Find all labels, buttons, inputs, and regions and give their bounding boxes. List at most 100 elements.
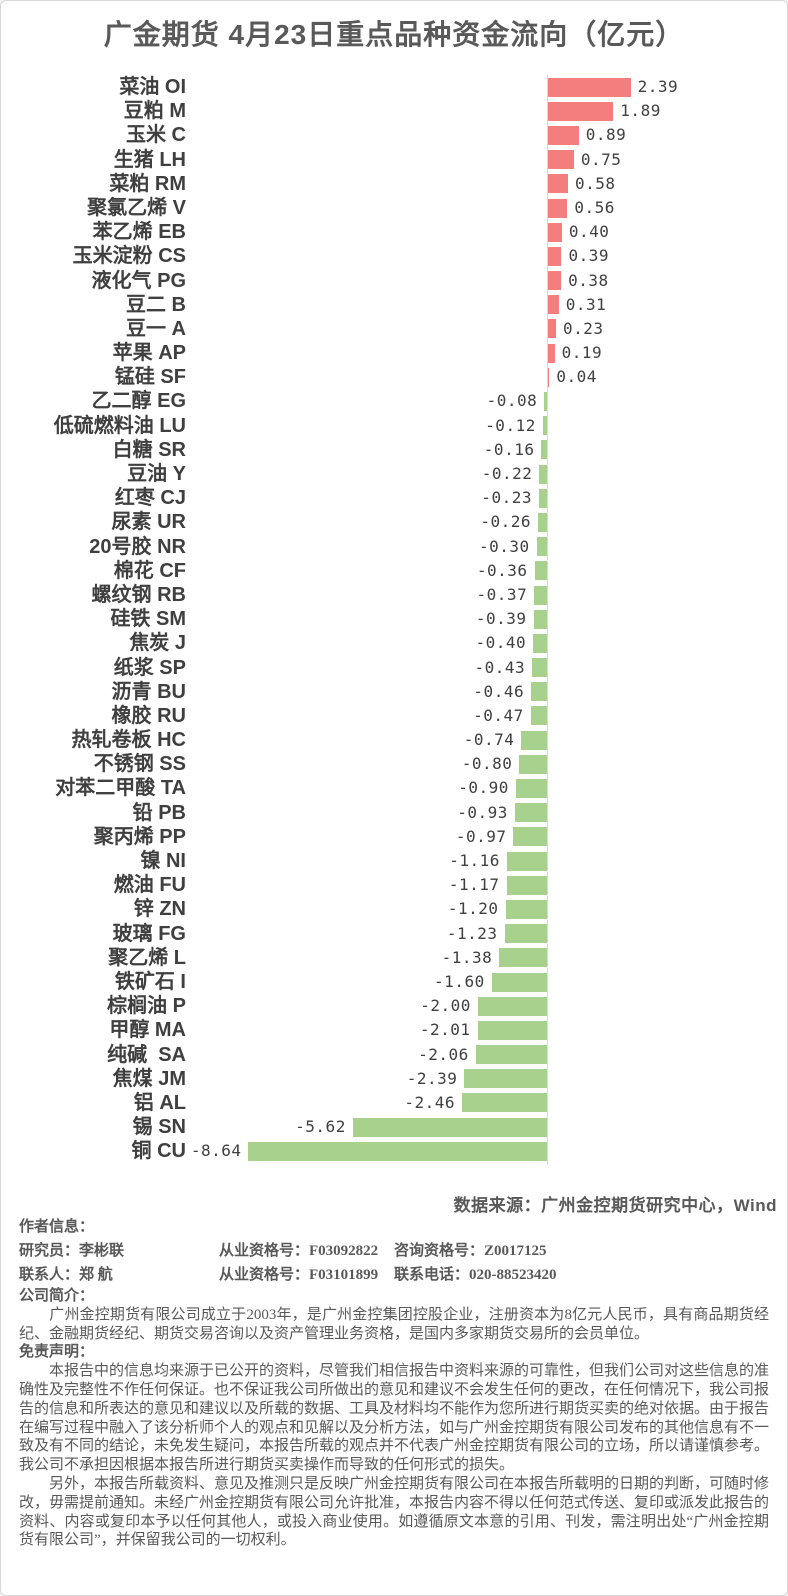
value-label: -0.22 — [481, 464, 533, 483]
bar-chart: 菜油 OI 2.39 豆粕 M 1.89 玉米 C 0.89 生猪 LH 0.75 菜粕 RM 0… — [1, 75, 787, 1165]
positive-bar — [548, 343, 555, 363]
chart-row: 焦煤 JM -2.39 — [1, 1067, 787, 1091]
value-label: 0.56 — [574, 197, 615, 217]
disclaimer-paragraph-1: 本报告中的信息均来源于已公开的资料，尽管我们相信报告中资料来源的可靠性，但我们公… — [19, 1363, 770, 1474]
negative-bar — [352, 1117, 547, 1137]
chart-row: 锰硅 SF 0.04 — [1, 365, 787, 389]
value-label: 0.04 — [556, 367, 597, 387]
value-label: -1.38 — [441, 947, 493, 967]
chart-row: 豆油 Y -0.22 — [1, 462, 787, 486]
value-label: -2.01 — [419, 1020, 471, 1040]
chart-row: 乙二醇 EG -0.08 — [1, 389, 787, 413]
category-label: 螺纹钢 RB — [91, 583, 186, 606]
chart-row: 聚乙烯 L -1.38 — [1, 946, 787, 970]
category-label: 苹果 AP — [112, 342, 186, 365]
chart-row: 尿素 UR -0.26 — [1, 510, 787, 534]
category-label: 棉花 CF — [113, 559, 186, 582]
value-label: 0.39 — [568, 246, 609, 266]
chart-row: 红枣 CJ -0.23 — [1, 486, 787, 510]
chart-title: 广金期货 4月23日重点品种资金流向（亿元） — [103, 19, 685, 50]
value-label: 2.39 — [637, 77, 679, 96]
value-label: -0.37 — [476, 584, 528, 604]
positive-bar — [548, 77, 631, 97]
chart-row: 铝 AL -2.46 — [1, 1091, 787, 1115]
chart-row: 焦炭 J -0.40 — [1, 631, 787, 655]
negative-bar — [521, 730, 547, 750]
author-heading-label: 作者信息： — [19, 1219, 95, 1235]
chart-row: 燃油 FU -1.17 — [1, 873, 787, 897]
chart-row: 棉花 CF -0.36 — [1, 559, 787, 583]
researcher-line: 研究员：李彬联 从业资格号：F03092822 咨询资格号：Z0017125 — [19, 1239, 769, 1263]
negative-bar — [505, 899, 547, 919]
negative-bar — [519, 754, 547, 774]
chart-row: 沥青 BU -0.46 — [1, 680, 787, 704]
chart-row: 锌 ZN -1.20 — [1, 897, 787, 921]
company-intro-paragraph: 广州金控期货有限公司成立于2003年，是广州金控集团控股企业，注册资本为8亿元人… — [19, 1306, 769, 1342]
category-label: 锰硅 SF — [114, 366, 186, 389]
category-label: 豆一 A — [126, 317, 186, 340]
legal-block: 公司简介： 广州金控期货有限公司成立于2003年，是广州金控集团控股企业，注册资… — [19, 1287, 769, 1550]
negative-bar — [539, 488, 547, 508]
category-label: 豆二 B — [126, 293, 186, 316]
positive-bar — [548, 198, 568, 218]
value-label: -0.36 — [476, 560, 528, 580]
chart-row: 豆粕 M 1.89 — [1, 99, 787, 123]
positive-bar — [548, 319, 556, 339]
category-label: 热轧卷板 HC — [71, 729, 186, 752]
value-label: -1.60 — [434, 971, 485, 991]
chart-row: 铁矿石 I -1.60 — [1, 970, 787, 994]
value-label: -0.30 — [478, 536, 530, 556]
negative-bar — [513, 827, 547, 847]
category-label: 生猪 LH — [113, 148, 186, 171]
chart-row: 铅 PB -0.93 — [1, 801, 787, 825]
value-label: 0.40 — [568, 222, 610, 242]
zero-axis-line — [547, 75, 548, 1165]
researcher-license: 从业资格号：F03092822 — [219, 1243, 379, 1259]
category-label: 乙二醇 EG — [91, 390, 186, 413]
negative-bar — [539, 464, 547, 484]
category-label: 玉米淀粉 CS — [72, 245, 186, 268]
negative-bar — [534, 585, 547, 605]
category-label: 硅铁 SM — [110, 608, 186, 631]
category-label: 白糖 SR — [112, 438, 186, 461]
negative-bar — [462, 1093, 547, 1113]
chart-row: 锡 SN -5.62 — [1, 1115, 787, 1139]
value-label: -0.43 — [474, 657, 526, 677]
category-label: 不锈钢 SS — [93, 753, 186, 776]
negative-bar — [504, 924, 547, 944]
chart-row: 纸浆 SP -0.43 — [1, 656, 787, 680]
chart-row: 液化气 PG 0.38 — [1, 269, 787, 293]
negative-bar — [464, 1069, 547, 1089]
chart-row: 橡胶 RU -0.47 — [1, 704, 787, 728]
category-label: 焦炭 J — [129, 632, 186, 655]
value-label: 1.89 — [620, 101, 661, 121]
category-label: 橡胶 RU — [111, 704, 186, 727]
chart-row: 棕榈油 P -2.00 — [1, 994, 787, 1018]
value-label: -2.00 — [420, 996, 471, 1016]
value-label: -0.12 — [485, 415, 536, 435]
value-label: -1.17 — [448, 875, 500, 895]
category-label: 菜油 OI — [119, 76, 186, 98]
category-label: 焦煤 JM — [112, 1067, 186, 1090]
category-label: 纸浆 SP — [113, 656, 186, 679]
author-info-block: 作者信息： 研究员：李彬联 从业资格号：F03092822 咨询资格号：Z001… — [19, 1215, 769, 1287]
contact-phone: 联系电话：020-88523420 — [394, 1267, 557, 1283]
value-label: 0.31 — [565, 294, 607, 314]
negative-bar — [532, 658, 547, 678]
chart-row: 铜 CU -8.64 — [1, 1139, 787, 1163]
value-label: -8.64 — [190, 1141, 242, 1161]
chart-row: 菜油 OI 2.39 — [1, 75, 787, 99]
category-label: 玉米 C — [126, 124, 186, 147]
value-label: 0.75 — [580, 149, 622, 169]
category-label: 菜粕 RM — [109, 172, 186, 195]
chart-row: 玉米淀粉 CS 0.39 — [1, 244, 787, 268]
negative-bar — [506, 851, 547, 871]
chart-row: 对苯二甲酸 TA -0.90 — [1, 776, 787, 800]
negative-bar — [248, 1141, 547, 1161]
disclaimer-paragraph-2: 另外，本报告所载资料、意见及推测只是反映广州金控期货有限公司在本报告所载明的日期… — [19, 1475, 770, 1549]
value-label: -0.16 — [483, 439, 535, 459]
negative-bar — [506, 875, 547, 895]
positive-bar — [548, 295, 559, 315]
value-label: -0.47 — [473, 705, 524, 725]
